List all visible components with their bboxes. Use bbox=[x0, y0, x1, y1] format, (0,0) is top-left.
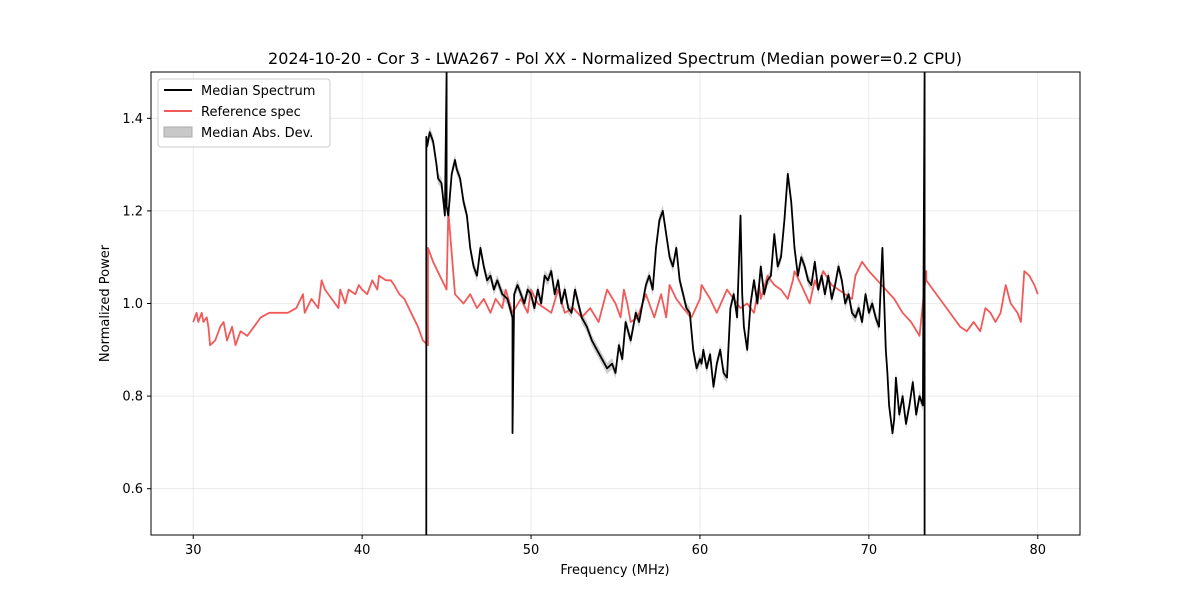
x-tick-label: 50 bbox=[523, 543, 540, 558]
y-tick-label: 1.4 bbox=[122, 112, 143, 127]
legend-label-mad: Median Abs. Dev. bbox=[201, 126, 313, 141]
legend-label-median: Median Spectrum bbox=[201, 84, 315, 99]
legend-label-reference: Reference spec bbox=[201, 105, 301, 120]
y-tick-label: 0.6 bbox=[122, 482, 143, 497]
legend: Median Spectrum Reference spec Median Ab… bbox=[157, 78, 331, 148]
x-tick-label: 40 bbox=[354, 543, 371, 558]
legend-swatch-mad bbox=[163, 126, 193, 138]
y-tick-label: 1.0 bbox=[122, 297, 143, 312]
x-tick-label: 80 bbox=[1029, 543, 1046, 558]
x-tick-label: 70 bbox=[861, 543, 878, 558]
y-axis-label: Normalized Power bbox=[98, 244, 113, 362]
legend-box bbox=[157, 78, 331, 148]
x-tick-label: 30 bbox=[185, 543, 202, 558]
x-tick-label: 60 bbox=[692, 543, 709, 558]
series-layer bbox=[192, 72, 1039, 535]
reference-spec-line bbox=[192, 209, 1039, 347]
chart-title: 2024-10-20 - Cor 3 - LWA267 - Pol XX - N… bbox=[268, 49, 962, 68]
y-tick-label: 1.2 bbox=[122, 204, 143, 219]
median-spectrum-line bbox=[425, 72, 926, 535]
x-axis-label: Frequency (MHz) bbox=[560, 563, 669, 578]
tick-layer: 30 40 50 60 70 80 0.6 0.8 1.0 1.2 1.4 bbox=[122, 112, 1046, 558]
y-tick-label: 0.8 bbox=[122, 390, 143, 405]
